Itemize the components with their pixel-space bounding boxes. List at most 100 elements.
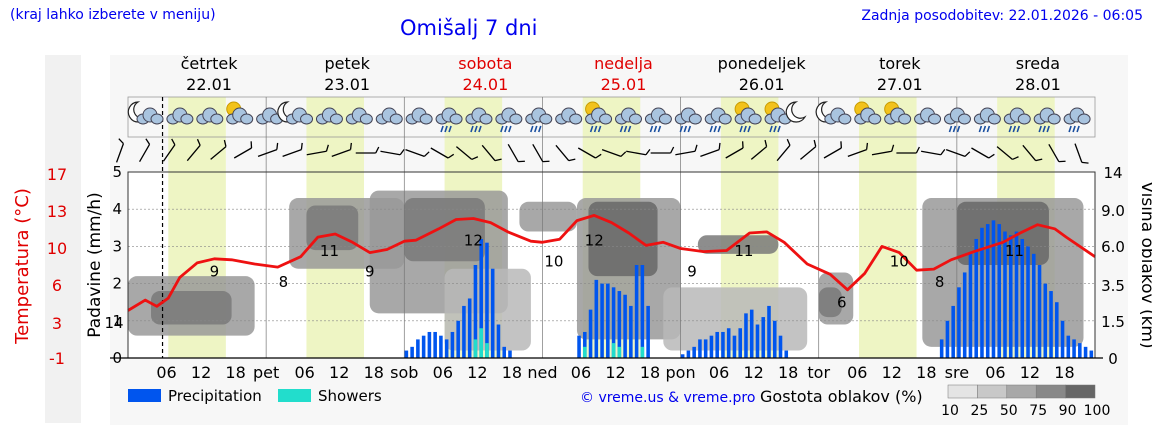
precip-axis-title: Padavine (mm/h)	[85, 192, 105, 337]
rain-drop	[448, 125, 452, 133]
shower-bar	[583, 346, 587, 358]
barb-shaft	[331, 148, 351, 158]
cloud-part	[928, 113, 942, 125]
precip-tick-label: 2	[112, 275, 122, 293]
cloud-part	[180, 113, 194, 125]
temperature-label: 12	[464, 232, 483, 250]
density-tick-label: 50	[1000, 403, 1018, 419]
precip-bar	[1089, 350, 1094, 358]
barb-shaft	[1074, 143, 1083, 163]
barb-flag	[145, 138, 151, 145]
wind-barb	[380, 148, 405, 156]
wind-barb	[115, 138, 125, 163]
barb-flag	[171, 138, 176, 146]
day-date: 28.01	[1015, 75, 1061, 94]
precip-bar	[732, 335, 737, 358]
cloud-part	[898, 113, 912, 125]
wind-barb	[896, 146, 920, 154]
height-tick-label: 14	[1103, 164, 1122, 182]
precip-bar	[1008, 235, 1013, 358]
cloud-part	[688, 113, 702, 125]
barb-flag	[840, 141, 842, 149]
cloud-part	[419, 113, 433, 125]
rain-icon	[674, 107, 702, 133]
rain-drop	[478, 125, 482, 133]
barb-flag	[325, 144, 329, 152]
precip-bar	[634, 265, 639, 358]
cloud-part	[957, 113, 971, 125]
wind-barb	[675, 144, 698, 156]
cloud-part	[210, 113, 224, 125]
hour-tick-label: 12	[191, 363, 211, 382]
barb-shaft	[555, 144, 570, 162]
precip-bar	[726, 328, 731, 358]
temp-axis-title: Temperatura (°C)	[12, 188, 33, 345]
temperature-label: 10	[890, 252, 909, 270]
wind-barb	[210, 139, 227, 160]
precip-tick-label: 4	[112, 200, 122, 218]
rain-drop	[773, 125, 777, 133]
barb-flag	[1035, 158, 1043, 162]
day-tick-label: pet	[253, 363, 279, 382]
barb-flag	[399, 148, 405, 156]
barb-flag	[349, 142, 352, 150]
precip-bar	[577, 335, 581, 358]
cloud-block	[151, 291, 232, 325]
rain-drop	[747, 125, 751, 133]
rain-drop	[777, 125, 781, 133]
rain-drop	[649, 125, 654, 133]
precip-bar	[473, 265, 478, 358]
wind-barb	[430, 147, 455, 159]
cloud-part	[658, 113, 672, 125]
density-swatch	[1035, 384, 1066, 399]
left-axis-panel	[45, 55, 81, 423]
temperature-label: 9	[365, 263, 375, 281]
temp-tick-label: 6	[52, 276, 62, 295]
moon-cloud-icon	[127, 101, 164, 125]
rain-drop	[982, 125, 987, 133]
precip-bar	[985, 224, 990, 358]
rain-icon	[943, 107, 971, 133]
barb-shaft	[257, 148, 278, 158]
precip-bar	[594, 279, 599, 358]
rain-drop	[534, 125, 538, 133]
rain-drop	[717, 125, 721, 133]
temperature-label: 9	[210, 263, 220, 281]
precip-bar	[945, 320, 950, 358]
sun-cloud-icon	[226, 101, 254, 125]
day-tick-label: pon	[666, 363, 696, 382]
barb-flag	[964, 151, 971, 157]
hour-tick-label: 06	[156, 363, 176, 382]
rain-icon	[1063, 107, 1091, 133]
barb-shaft	[823, 147, 842, 159]
cloud-part	[240, 113, 254, 125]
barb-shaft	[481, 144, 496, 162]
precip-bar	[583, 331, 587, 358]
precip-bar	[410, 346, 414, 358]
cloud-part	[629, 113, 642, 125]
rain-drop	[683, 125, 688, 133]
rain-drop	[952, 125, 957, 133]
moon-shape	[785, 101, 807, 123]
wind-barb	[847, 142, 869, 158]
rain-drop	[589, 125, 594, 133]
sun-cloud-icon	[854, 101, 882, 125]
barb-flag	[786, 138, 791, 146]
precip-bar	[485, 242, 489, 358]
wind-barb	[282, 142, 303, 158]
wind-barb	[626, 148, 651, 156]
wind-barb	[555, 144, 576, 162]
barb-flag	[813, 139, 817, 147]
legend-swatch	[278, 389, 311, 402]
precip-bar	[496, 324, 501, 358]
hour-tick-label: 12	[882, 363, 902, 382]
precip-bar	[1003, 231, 1007, 358]
precip-bar	[640, 265, 645, 358]
temperature-label: 12	[585, 232, 604, 250]
region-hint: (kraj lahko izberete v meniju)	[10, 7, 216, 23]
legend: Precipitation Showers	[128, 387, 382, 405]
barb-shaft	[577, 147, 596, 159]
barb-flag	[670, 146, 675, 154]
hour-tick-label: 12	[329, 363, 349, 382]
precip-tick-label: 1	[112, 312, 122, 330]
